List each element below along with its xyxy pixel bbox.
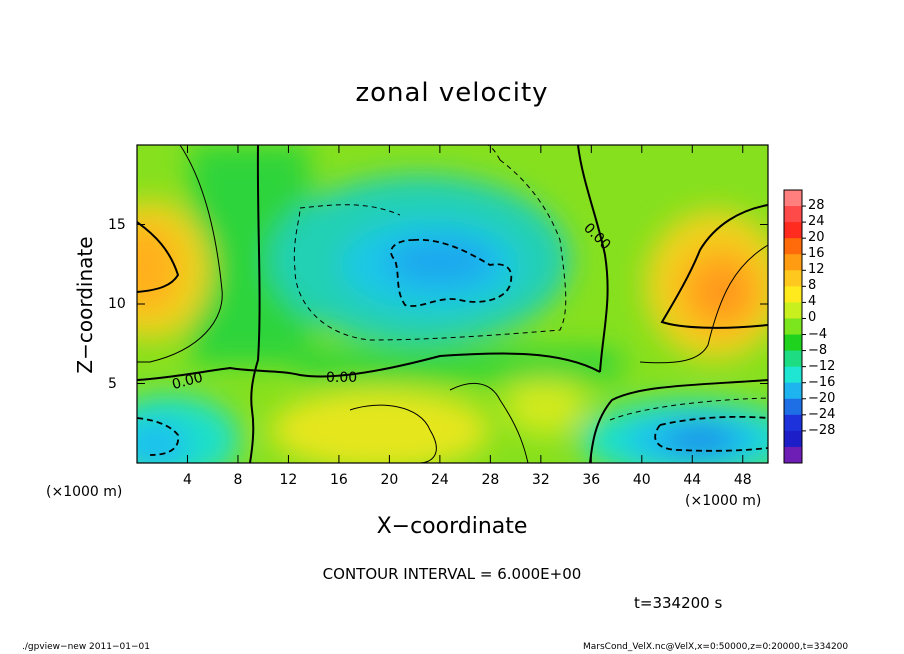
- colorbar-tick-label: −12: [808, 358, 836, 374]
- x-tick-label: 12: [279, 472, 298, 488]
- colorbar-swatch: [784, 270, 802, 287]
- y-tick-label: 15: [108, 216, 126, 233]
- x-tick-label: 8: [233, 472, 243, 488]
- x-tick-label: 36: [582, 472, 601, 488]
- footer-right: MarsCond_VelX.nc@VelX,x=0:50000,z=0:2000…: [583, 642, 849, 652]
- colorbar-tick-label: 12: [808, 262, 825, 278]
- time-stamp: t=334200 s: [634, 594, 723, 612]
- contour-interval-note: CONTOUR INTERVAL = 6.000E+00: [322, 565, 582, 583]
- colorbar-tick-label: 28: [808, 198, 825, 214]
- x-tick-label: 48: [733, 472, 752, 488]
- colorbar-tick-label: −20: [808, 390, 836, 406]
- colorbar-swatch: [784, 302, 802, 319]
- colorbar-tick-label: −16: [808, 374, 836, 390]
- colorbar-swatch: [784, 350, 802, 368]
- contour-label: 0.00: [170, 370, 204, 394]
- colorbar-tick-label: −4: [808, 326, 828, 342]
- colorbar-tick-label: −24: [808, 406, 836, 422]
- colorbar-swatch: [784, 254, 802, 271]
- colorbar-swatch: [784, 414, 802, 432]
- colorbar-tick-label: 20: [808, 230, 825, 246]
- colorbar-swatch: [784, 430, 802, 448]
- y-tick-label: 5: [108, 375, 117, 392]
- colorbar-tick-label: −8: [808, 342, 828, 358]
- x-axis-label: X−coordinate: [376, 514, 528, 539]
- heatmap-field: 0.00 0.00 0.00: [137, 145, 768, 463]
- colorbar-frame: [783, 189, 803, 464]
- colorbar-tick-label: −28: [808, 422, 836, 438]
- colorbar-tick-label: 16: [808, 246, 825, 262]
- colorbar-swatch: [784, 382, 802, 400]
- contour-lines: [137, 145, 768, 463]
- colorbar: [783, 189, 806, 464]
- x-tick-label: 24: [430, 472, 449, 488]
- x-tick-label: 40: [632, 472, 651, 488]
- colorbar-swatch: [784, 318, 802, 336]
- colorbar-tick-label: 8: [808, 278, 817, 294]
- footer-left: ./gpview−new 2011−01−01: [22, 642, 150, 652]
- x-unit-right: (×1000 m): [685, 493, 762, 509]
- colorbar-swatch: [784, 190, 802, 207]
- colorbar-swatch: [784, 334, 802, 352]
- y-axis-label: Z−coordinate: [73, 236, 97, 374]
- x-unit-left: (×1000 m): [46, 484, 123, 500]
- colorbar-swatch: [784, 398, 802, 416]
- x-tick-label: 28: [481, 472, 500, 488]
- colorbar-tick-label: 24: [808, 214, 825, 230]
- colorbar-tick-label: 0: [808, 310, 817, 326]
- y-tick-label: 10: [108, 296, 126, 312]
- x-tick-label: 4: [183, 472, 192, 488]
- colorbar-swatch: [784, 222, 802, 239]
- chart-title: zonal velocity: [355, 78, 549, 108]
- x-tick-label: 16: [329, 472, 348, 488]
- colorbar-tick-label: 4: [808, 294, 817, 310]
- colorbar-swatch: [784, 446, 802, 464]
- x-tick-label: 20: [380, 472, 399, 488]
- colorbar-swatch: [784, 366, 802, 384]
- x-tick-label: 44: [683, 472, 702, 488]
- contour-label: 0.00: [326, 370, 357, 386]
- x-tick-label: 32: [531, 472, 550, 488]
- colorbar-swatch: [784, 286, 802, 303]
- colorbar-swatch: [784, 238, 802, 255]
- colorbar-swatch: [784, 206, 802, 223]
- axis-ticks: [137, 145, 768, 463]
